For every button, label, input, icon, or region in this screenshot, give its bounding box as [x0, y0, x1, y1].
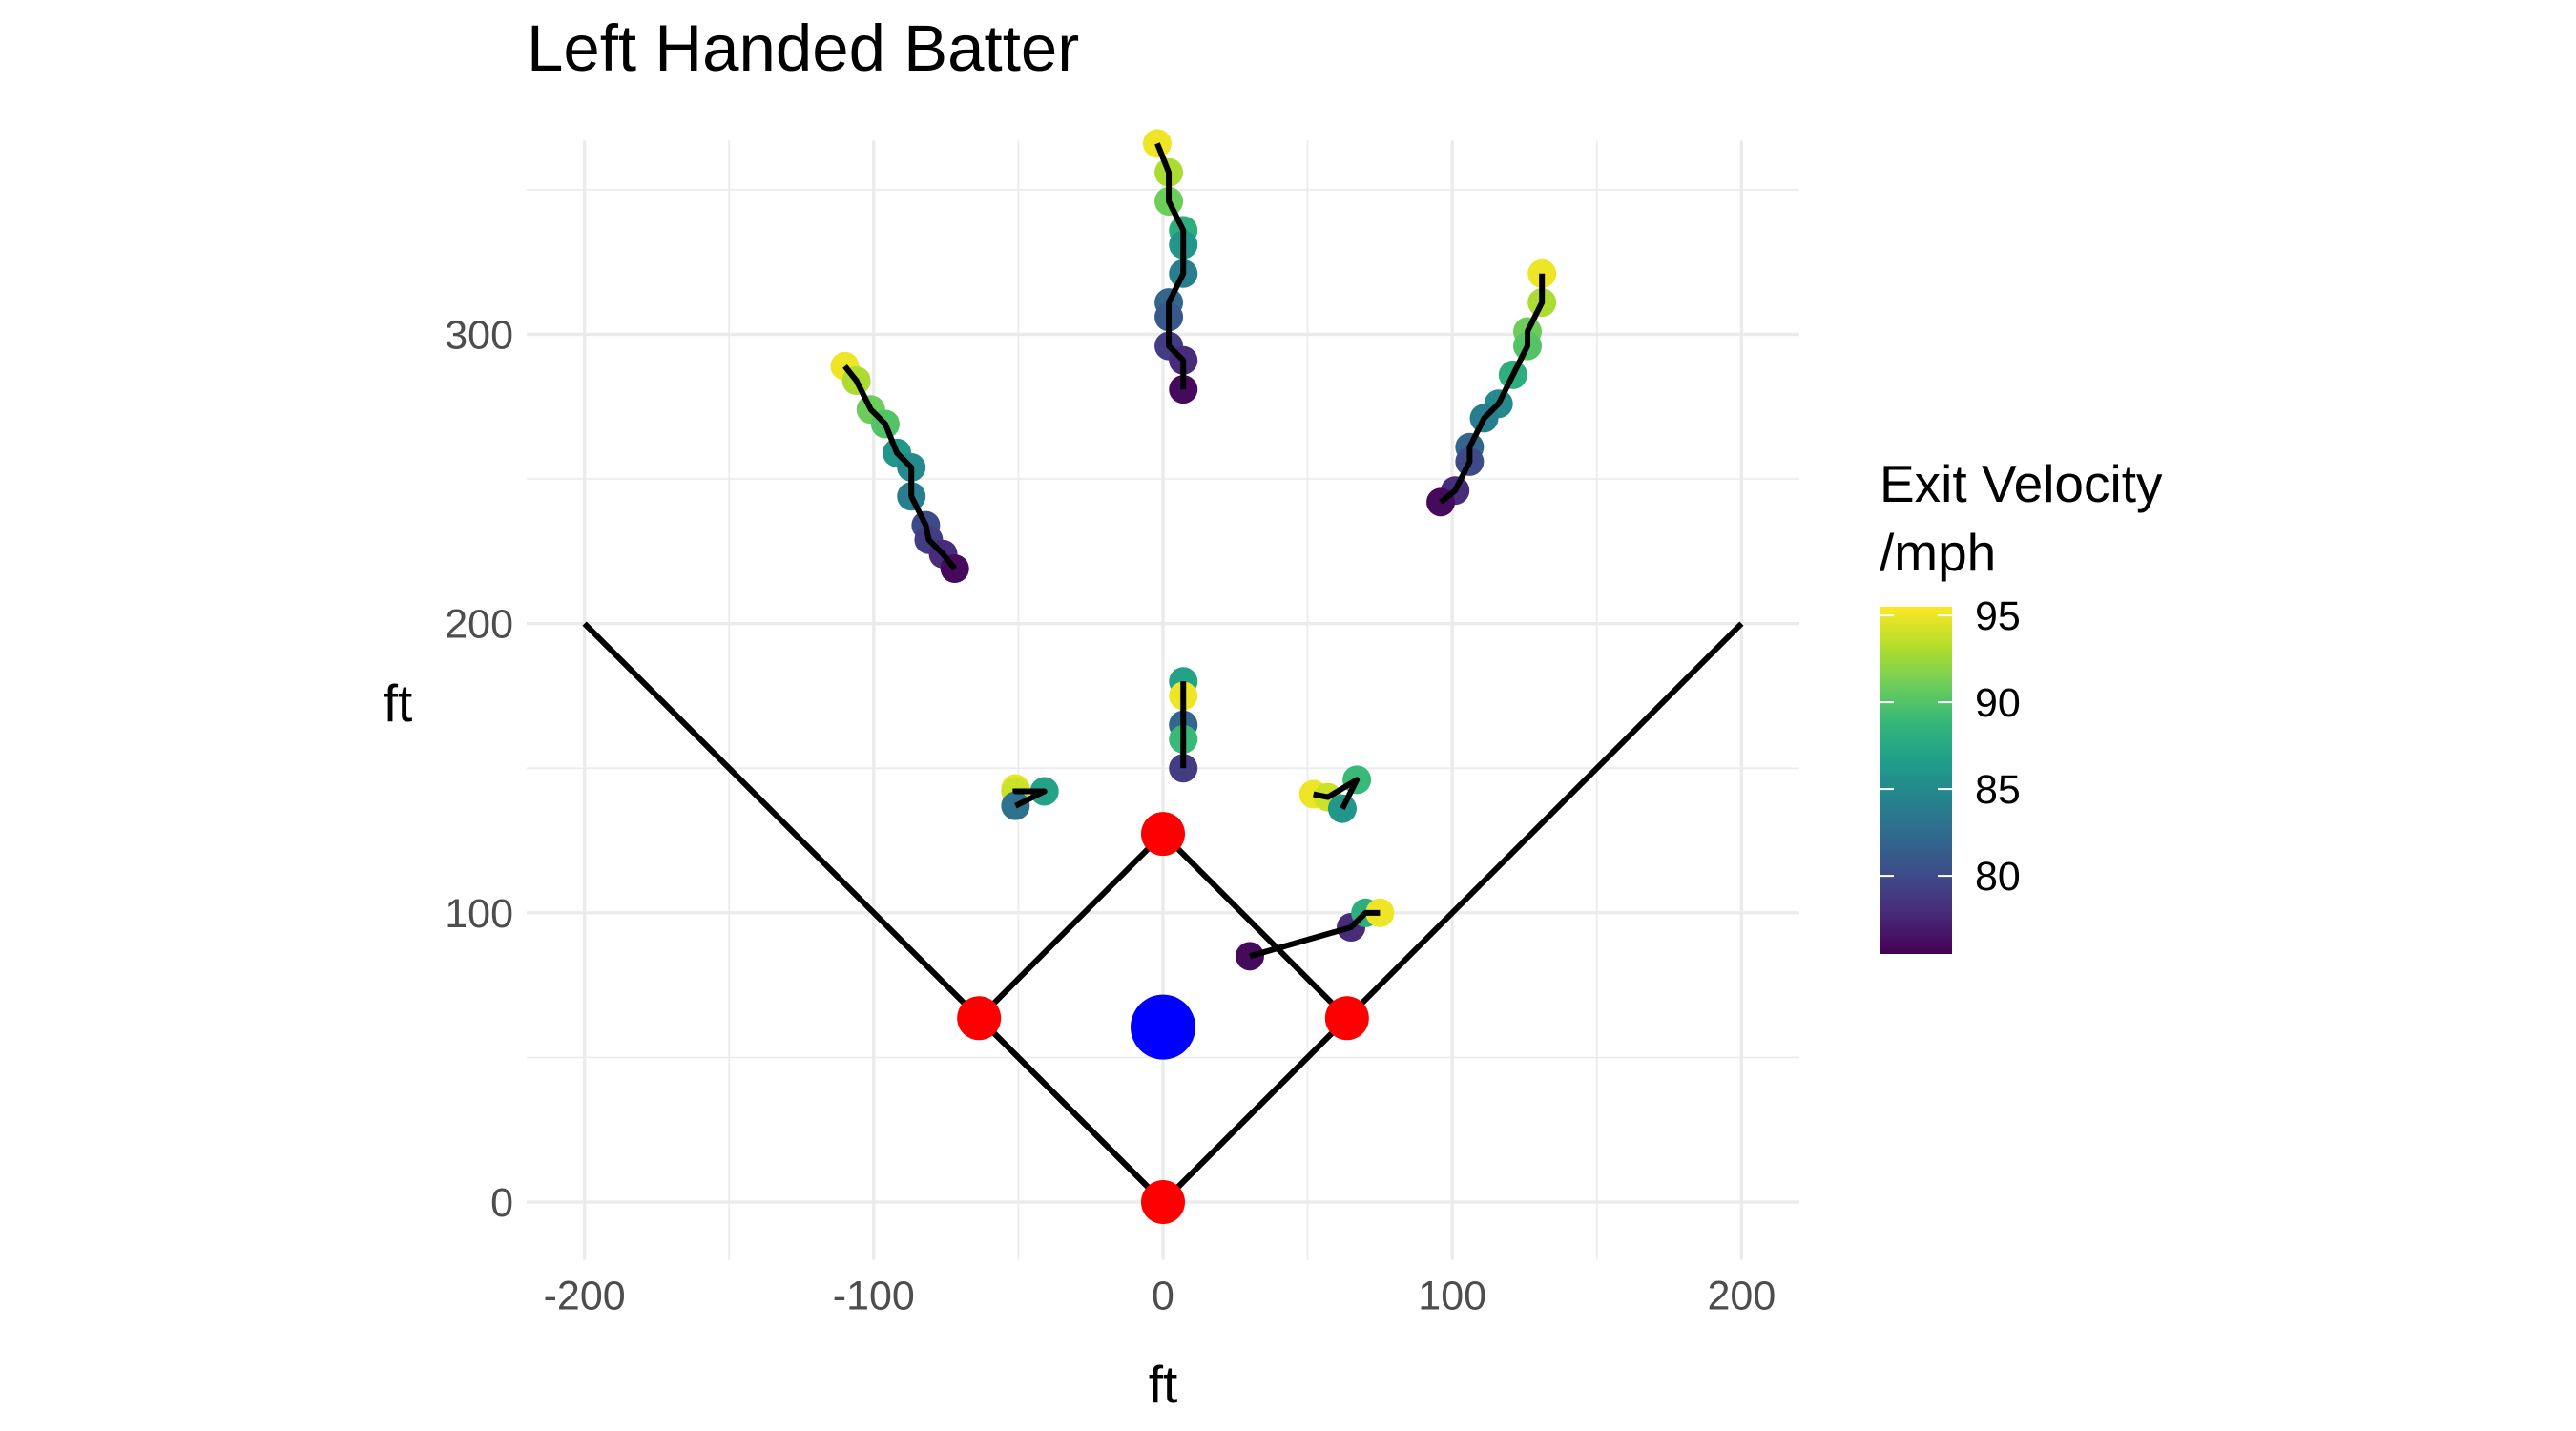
x-tick-label: -100 [833, 1274, 915, 1319]
y-tick-label: 0 [490, 1180, 513, 1226]
fielder-series [1426, 259, 1557, 517]
fielder-path [1012, 788, 1048, 809]
x-tick-label: 0 [1152, 1274, 1174, 1319]
fielder-series [1001, 774, 1059, 820]
base-marker [1141, 1180, 1185, 1225]
fielder-path [1313, 777, 1361, 811]
x-tick-label: 100 [1418, 1274, 1486, 1319]
x-tick-label: -200 [544, 1274, 626, 1319]
legend-title-line: Exit Velocity [1880, 454, 2163, 513]
fielder-series [1142, 129, 1198, 404]
fielder-path [1439, 273, 1546, 505]
y-axis-title: ft [384, 674, 413, 733]
base-marker [1324, 996, 1369, 1041]
colorbar-legend: Exit Velocity/mph 80 85 90 95 [1880, 454, 2163, 954]
fielder-path [1154, 142, 1187, 390]
colorbar-tick-label: 95 [1975, 593, 2021, 639]
y-tick-label: 300 [445, 312, 513, 358]
x-tick-label: 200 [1707, 1274, 1776, 1319]
colorbar-tick-label: 85 [1975, 767, 2021, 813]
fielder-series [830, 351, 969, 584]
base-marker [957, 996, 1002, 1041]
y-tick-label: 200 [445, 602, 513, 648]
base-marker [1141, 812, 1185, 857]
chart-title: Left Handed Batter [527, 11, 1079, 85]
x-axis-title: ft [1149, 1355, 1178, 1414]
fielder-series [1235, 898, 1395, 971]
fielder-path [1249, 909, 1381, 960]
colorbar [1880, 607, 1952, 954]
data-marks [830, 129, 1557, 1225]
y-tick-label: 100 [445, 891, 513, 937]
legend-title-line: /mph [1880, 523, 1996, 582]
axis-ticks: -200 -100 0 100 200 0 100 200 300 [445, 312, 1776, 1318]
colorbar-tick-label: 80 [1975, 854, 2021, 900]
fielder-series [1298, 765, 1372, 823]
fielder-series [1169, 667, 1198, 783]
fielder-path [842, 363, 958, 570]
pitcher-mound-marker [1131, 994, 1195, 1060]
colorbar-tick-label: 90 [1975, 680, 2021, 726]
